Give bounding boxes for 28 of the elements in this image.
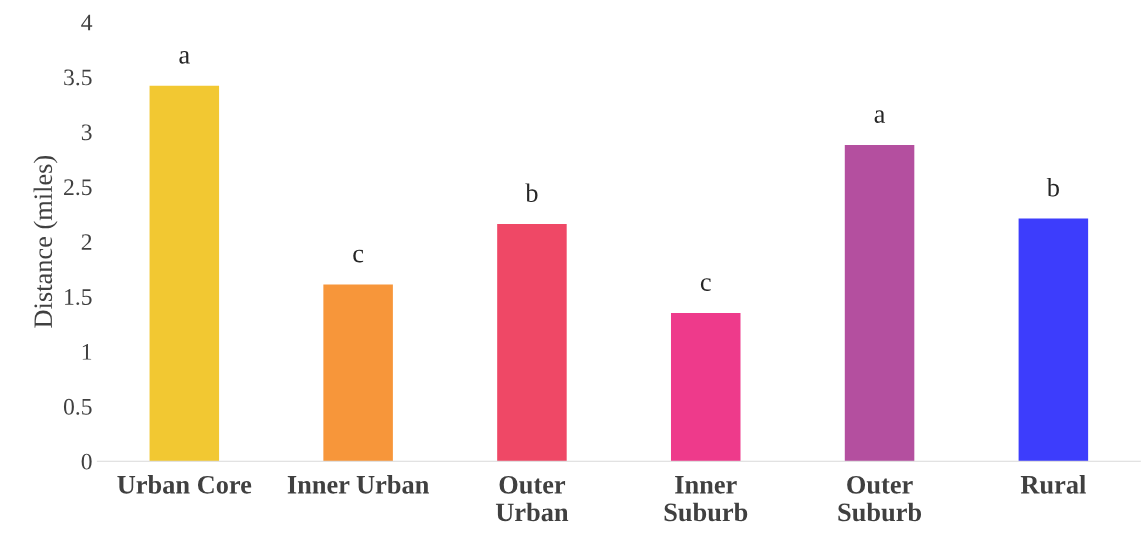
bar [497, 224, 567, 462]
bar [1018, 218, 1089, 462]
bar [149, 85, 220, 462]
x-tick-label: Rural [1020, 475, 1086, 494]
y-tick-label: 3.5 [64, 69, 92, 86]
bar [844, 145, 915, 462]
annotation: a [874, 110, 886, 123]
y-tick-label: 0 [81, 453, 92, 470]
y-tick-label: 2 [81, 234, 92, 250]
y-axis-title: Distance (miles) [33, 155, 58, 328]
annotation: a [179, 51, 190, 64]
bar [670, 312, 741, 462]
annotation: c [353, 249, 364, 263]
y-tick-label: 4 [81, 14, 93, 31]
x-tick-label: Outer Urban [495, 475, 569, 522]
y-tick-label: 0.5 [63, 398, 92, 415]
y-tick-label: 1.5 [65, 289, 92, 306]
y-tick-label: 2.5 [64, 179, 92, 196]
x-tick-label: Urban Core [117, 475, 252, 494]
annotation: b [1046, 177, 1059, 197]
y-tick-label: 3 [81, 124, 92, 141]
x-tick-label: Inner Suburb [664, 476, 748, 522]
annotation: b [525, 183, 538, 203]
y-tick-label: 1 [82, 344, 92, 360]
x-tick-label: Inner Urban [287, 475, 429, 494]
x-tick-label: Outer Suburb [838, 475, 922, 522]
bar [323, 284, 393, 462]
annotation: c [700, 278, 711, 291]
